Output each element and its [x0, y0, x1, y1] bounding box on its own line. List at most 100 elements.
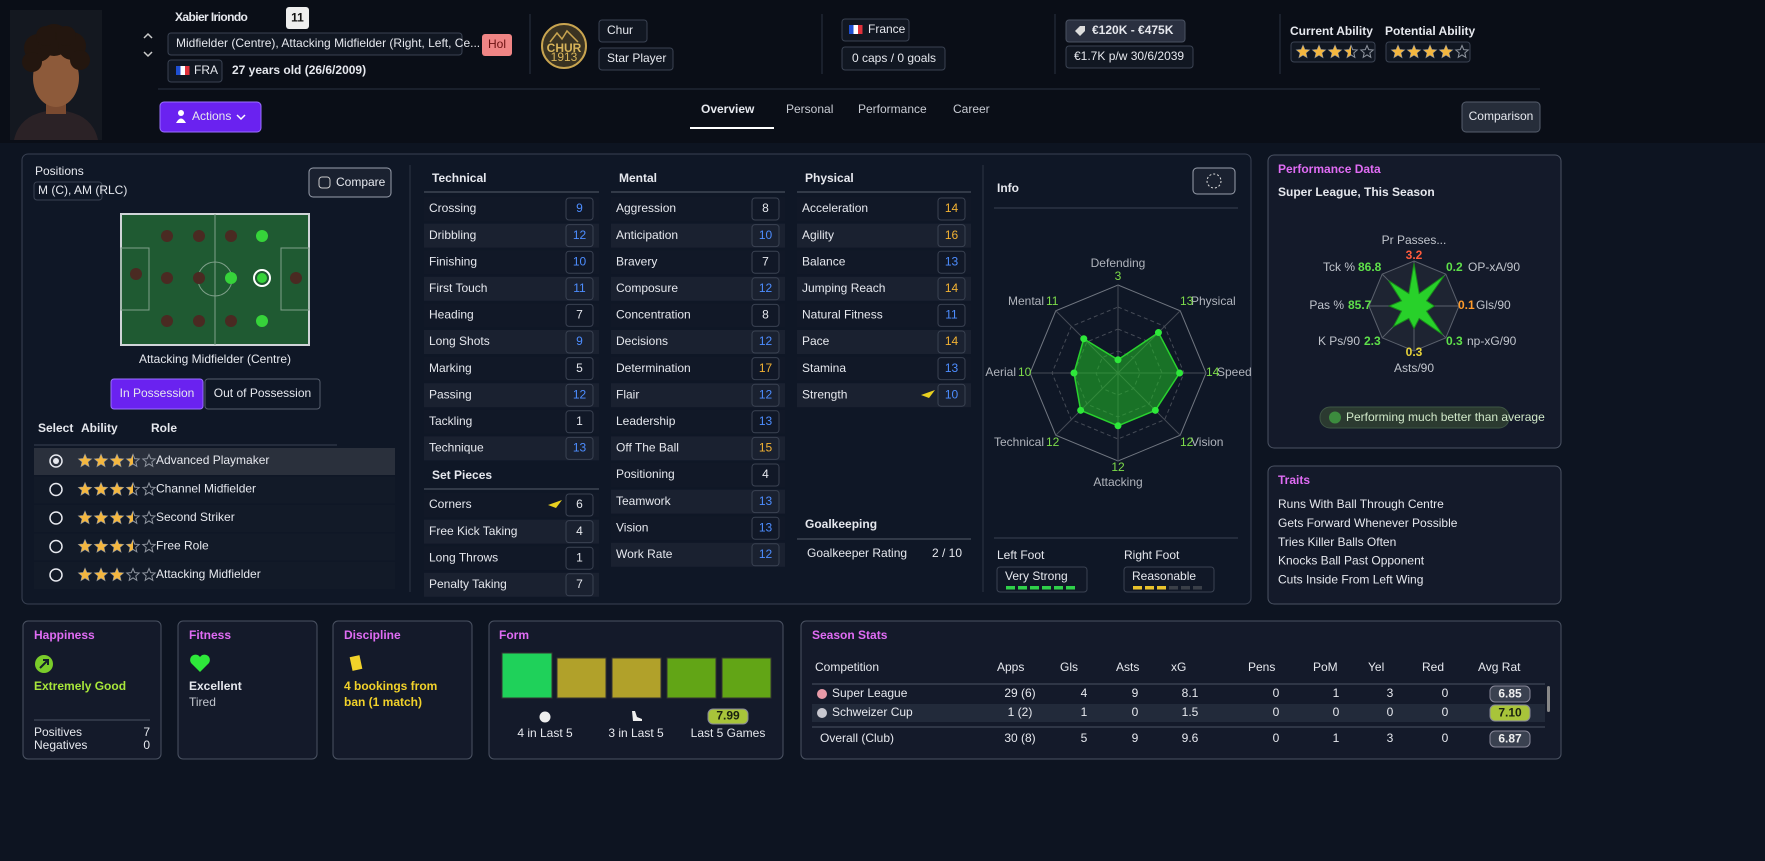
squad-number: 11 [291, 11, 304, 25]
attribute-value-box [565, 436, 594, 460]
club-logo-name: CHUR [547, 41, 582, 55]
attribute-value: 11 [945, 308, 958, 322]
info-icon [1206, 173, 1222, 189]
attribute-row [611, 356, 785, 381]
attribute-value-box [751, 357, 780, 381]
club-logo-year: 1913 [551, 50, 578, 64]
attribute-value-box [751, 410, 780, 434]
happiness-status: Extremely Good [34, 679, 126, 693]
radar-point [1114, 422, 1122, 430]
radar-point [1114, 356, 1122, 364]
attribute-row [424, 409, 599, 434]
role-name: Channel Midfielder [156, 482, 256, 496]
attribute-row [611, 436, 785, 461]
phase-button[interactable] [204, 378, 321, 410]
radar-value: 11 [1046, 294, 1059, 308]
role-row[interactable] [34, 448, 395, 475]
attribute-value-box [751, 277, 780, 301]
form-match [556, 657, 607, 699]
attribute-row [611, 197, 785, 221]
attribute-value: 8 [762, 308, 769, 322]
nav-tab[interactable]: Overview [701, 102, 755, 116]
perf-metric-name: Gls/90 [1476, 298, 1511, 312]
perf-metric-value: 86.8 [1358, 260, 1382, 274]
attribute-row [797, 303, 971, 328]
radar-value: 12 [1111, 460, 1125, 474]
attribute-value: 12 [573, 387, 587, 401]
stats-cell: 0 [1442, 731, 1449, 745]
photo-hair [70, 50, 90, 70]
info-icon-button[interactable] [1192, 167, 1236, 195]
role-row[interactable] [34, 562, 395, 589]
gk-value: 2 / 10 [932, 546, 962, 560]
perf-metric-name: np-xG/90 [1467, 334, 1517, 348]
star [94, 483, 108, 495]
attribute-value-box [565, 546, 594, 570]
role-row[interactable] [34, 476, 395, 504]
nav-tab[interactable]: Performance [858, 102, 927, 116]
info-title: Info [997, 181, 1019, 195]
attribute-value: 6 [576, 497, 583, 511]
panel-title: Discipline [344, 628, 401, 642]
attribute-row [424, 519, 599, 544]
section-title: Technical [432, 171, 486, 185]
foot-bar [1145, 586, 1154, 590]
phase-button[interactable] [110, 378, 204, 410]
actions-button[interactable] [159, 101, 262, 133]
role-row[interactable] [34, 533, 395, 561]
photo-hair [56, 26, 76, 46]
verdict-icon [1329, 411, 1341, 424]
caps-box [841, 46, 946, 71]
radar-value: 12 [1180, 435, 1194, 449]
discipline-status: 4 bookings from [344, 679, 437, 693]
attribute-value-box [565, 330, 594, 354]
stats-header: Pens [1248, 660, 1275, 674]
attribute-row [611, 383, 785, 408]
perf-subtitle: Super League, This Season [1278, 185, 1435, 199]
star [126, 540, 133, 552]
attribute-name: Crossing [429, 201, 476, 215]
attribute-name: Free Kick Taking [429, 524, 517, 538]
attribute-value: 17 [759, 361, 773, 375]
attribute-name: Leadership [616, 414, 676, 428]
position-dot [225, 315, 237, 327]
nav-tab[interactable]: Personal [786, 102, 833, 116]
attribute-name: Work Rate [616, 547, 673, 561]
attribute-name: Agility [802, 228, 834, 242]
attribute-row [424, 383, 599, 408]
form-match [721, 657, 772, 699]
attribute-row [611, 542, 785, 567]
attribute-value-box [565, 277, 594, 301]
form-match [611, 657, 662, 699]
stats-cell: 3 [1387, 731, 1394, 745]
actions-icon-head [178, 110, 184, 116]
attribute-row [797, 383, 971, 408]
star [110, 454, 124, 467]
happiness-row-label: Negatives [34, 738, 87, 752]
star-rating [78, 483, 133, 495]
attribute-row [611, 489, 785, 514]
perf-shape [1387, 263, 1445, 336]
attribute-name: Long Throws [429, 550, 498, 564]
attribute-value: 14 [945, 281, 959, 295]
attribute-name: Vision [616, 520, 648, 534]
compare-button[interactable] [308, 167, 392, 198]
nav-tab[interactable]: Career [953, 102, 990, 116]
fitness-detail: Tired [189, 695, 216, 709]
attribute-value-box [937, 383, 966, 407]
foot-bar-slot [1181, 586, 1190, 590]
stats-cell: 30 (8) [1004, 731, 1035, 745]
comparison-button[interactable] [1461, 101, 1541, 133]
attribute-value: 5 [576, 361, 583, 375]
flag-red [185, 66, 190, 75]
chevron-up[interactable] [143, 32, 153, 39]
happiness-row-label: Positives [34, 725, 82, 739]
perf-metric-value: 0.3 [1406, 345, 1423, 359]
bottom-panel [177, 620, 318, 760]
competition-logo [817, 708, 827, 718]
chevron-down[interactable] [143, 51, 153, 58]
star-outline [1454, 44, 1470, 59]
attribute-value: 7 [762, 254, 769, 268]
role-row[interactable] [34, 505, 395, 532]
perf-metric-value: 2.3 [1364, 334, 1381, 348]
